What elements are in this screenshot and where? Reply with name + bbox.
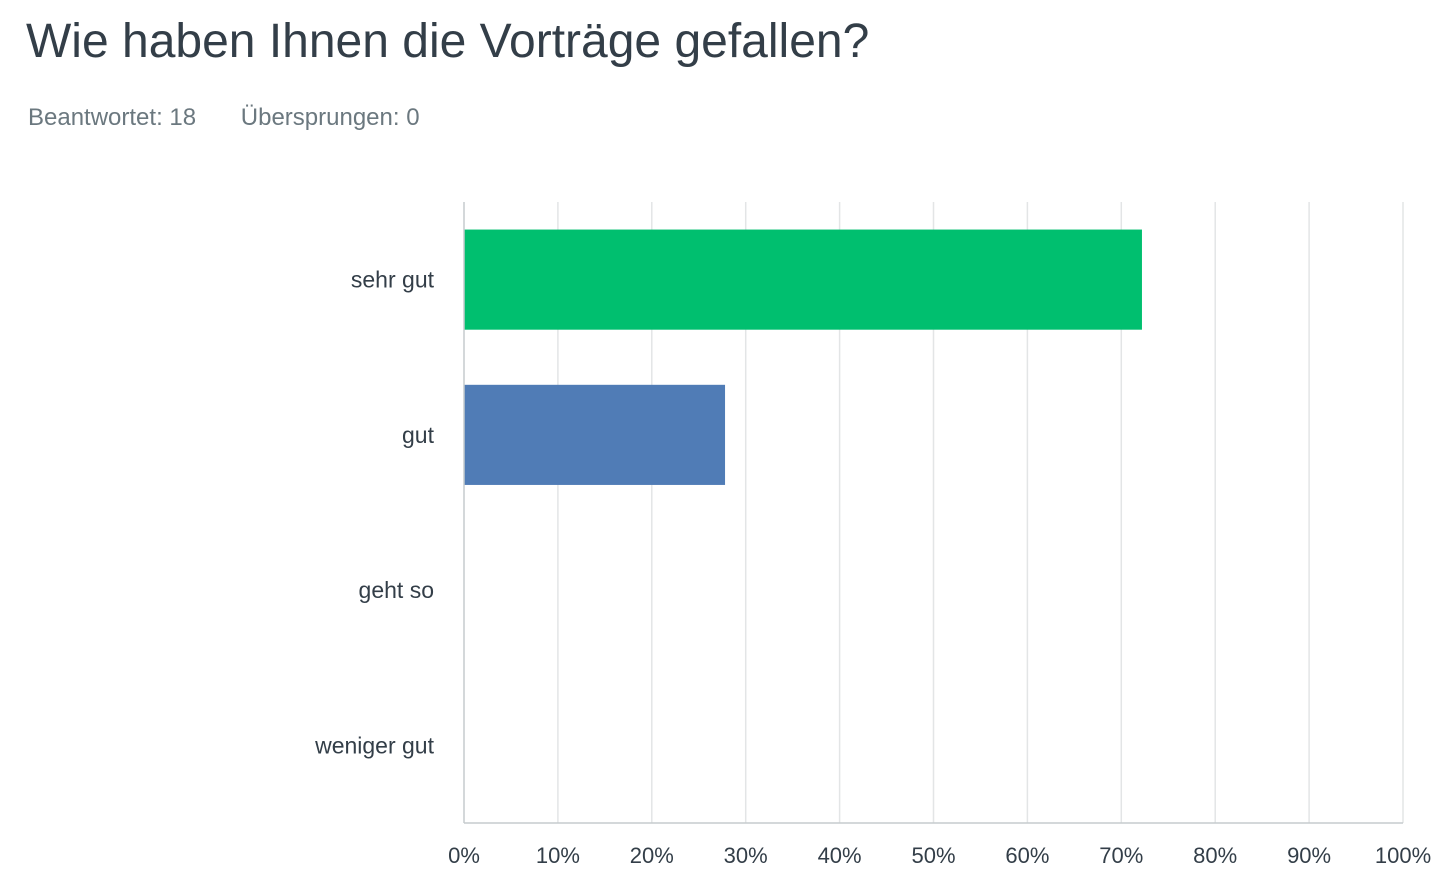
x-tick-label: 100% xyxy=(1375,843,1431,868)
tick-labels: 0% 10% 20% 30% 40% 50% 60% 70% 80% 90% 100% xyxy=(448,843,1431,868)
x-tick-label: 90% xyxy=(1287,843,1331,868)
category-label: weniger gut xyxy=(314,732,435,758)
x-tick-label: 20% xyxy=(630,843,674,868)
bar[interactable] xyxy=(464,384,726,485)
category-labels: sehr gut gut geht so weniger gut xyxy=(314,267,435,759)
category-label: geht so xyxy=(359,577,434,603)
x-tick-label: 60% xyxy=(1005,843,1049,868)
x-tick-label: 70% xyxy=(1099,843,1143,868)
answered-count: Beantwortet: 18 xyxy=(28,104,197,131)
x-tick-label: 0% xyxy=(448,843,480,868)
x-tick-label: 30% xyxy=(724,843,768,868)
skipped-count: Übersprungen: 0 xyxy=(240,104,420,131)
bar[interactable] xyxy=(464,229,1142,330)
response-stats: Beantwortet: 18 Übersprungen: 0 xyxy=(28,104,420,132)
category-label: sehr gut xyxy=(351,267,435,293)
x-tick-label: 80% xyxy=(1193,843,1237,868)
x-tick-label: 40% xyxy=(818,843,862,868)
bars xyxy=(464,229,1142,485)
x-tick-label: 10% xyxy=(536,843,580,868)
question-title: Wie haben Ihnen die Vorträge gefallen? xyxy=(26,15,870,68)
category-label: gut xyxy=(402,422,435,448)
x-tick-label: 50% xyxy=(911,843,955,868)
